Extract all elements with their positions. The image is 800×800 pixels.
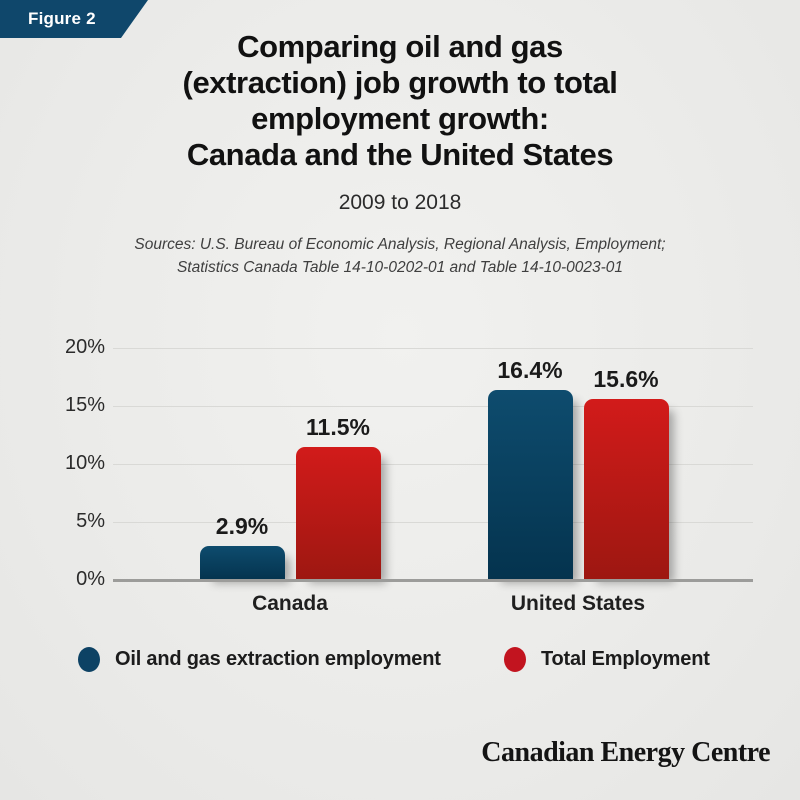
- category-label-united-states: United States: [510, 592, 646, 615]
- legend-swatch-blue-icon: [78, 647, 100, 672]
- bar-canada-total-employment: [295, 446, 381, 580]
- category-label-canada: Canada: [252, 592, 328, 615]
- value-label-united-states-total-employment: 15.6%: [593, 366, 659, 393]
- legend-item-oil-gas-extraction: Oil and gas extraction employment: [78, 647, 441, 672]
- value-label-canada-total-employment: 11.5%: [306, 413, 370, 440]
- gridline: [113, 348, 753, 349]
- y-tick-label: 10%: [64, 452, 105, 474]
- legend-swatch-red-icon: [504, 647, 526, 672]
- bar-united-states-oil-and-gas-extraction-employment: [487, 389, 573, 580]
- chart-subtitle: 2009 to 2018: [338, 191, 462, 214]
- y-tick-label: 0%: [76, 568, 105, 590]
- figure-badge-label: Figure 2: [28, 9, 96, 28]
- chart-legend: Oil and gas extraction employment Total …: [0, 647, 800, 677]
- legend-item-total-employment: Total Employment: [504, 647, 710, 672]
- y-tick-label: 5%: [76, 510, 105, 532]
- y-tick-label: 20%: [64, 336, 105, 358]
- legend-label-total-employment: Total Employment: [541, 648, 710, 670]
- brand-logo: Canadian Energy Centre: [481, 737, 770, 768]
- y-tick-label: 15%: [64, 394, 105, 416]
- figure-badge: Figure 2: [0, 0, 148, 38]
- gridline: [113, 522, 753, 523]
- chart-sources: Sources: U.S. Bureau of Economic Analysi…: [134, 236, 666, 276]
- bar-canada-oil-and-gas-extraction-employment: [199, 546, 285, 580]
- legend-label-oil-gas-extraction: Oil and gas extraction employment: [115, 648, 441, 670]
- value-label-united-states-oil-and-gas-extraction-employment: 16.4%: [497, 356, 563, 383]
- chart-title: Comparing oil and gas (extraction) job g…: [182, 29, 618, 172]
- gridline: [113, 406, 753, 407]
- value-label-canada-oil-and-gas-extraction-employment: 2.9%: [215, 513, 269, 540]
- x-axis-line: [113, 579, 753, 582]
- gridline: [113, 464, 753, 465]
- bar-united-states-total-employment: [583, 399, 669, 580]
